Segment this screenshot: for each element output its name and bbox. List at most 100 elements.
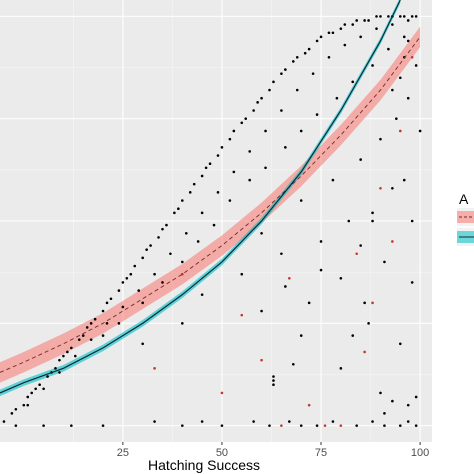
data-point-highlight [410,55,414,59]
data-point [406,19,410,22]
data-point [240,121,244,125]
data-point [288,420,291,423]
data-point [371,64,374,67]
data-point [371,211,374,215]
data-point [307,301,311,305]
data-point [117,322,121,325]
data-point [248,178,251,182]
data-point [299,424,303,427]
fit-lines [0,0,421,394]
data-point-highlight [220,391,224,395]
data-point [260,96,263,100]
fit-line-dashed [0,36,421,373]
x-axis-title: Hatching Success [148,457,260,473]
data-point [188,191,192,194]
data-point [101,424,105,427]
data-point [121,281,125,284]
data-point [74,354,77,358]
major-gridlines [0,0,432,442]
x-tick-label: 50 [216,447,228,459]
data-point [406,420,410,423]
data-point [260,231,263,235]
data-point [280,109,283,112]
data-point [391,23,394,26]
data-point [379,15,382,18]
data-point [216,154,220,157]
data-point [141,342,144,346]
data-point [129,272,133,276]
data-point-highlight [339,424,343,427]
data-point [181,260,184,264]
data-point [264,166,267,170]
data-point [117,289,121,292]
data-point [58,358,61,362]
data-point [367,322,370,325]
data-point [343,23,347,26]
data-point [200,420,204,423]
data-point [363,19,366,22]
data-point [256,101,259,104]
data-point [260,309,263,313]
data-point [272,383,275,387]
data-point [359,244,362,247]
data-point [295,88,299,92]
data-point [327,55,331,59]
data-point [133,264,137,268]
data-point [303,51,307,55]
data-points [2,15,422,427]
data-point [343,43,347,47]
data-point [153,272,156,276]
data-point-highlight [363,350,366,354]
data-point [252,420,255,423]
legend-title: A [459,191,469,207]
data-point [414,64,418,67]
data-point [284,146,287,149]
data-point [161,227,164,231]
x-axis-ticks: 25 50 75 100 [117,442,429,459]
data-point [406,96,410,100]
data-point [264,129,267,133]
data-point [30,391,34,395]
data-point [93,317,97,321]
data-point [359,158,362,161]
data-point [402,15,406,18]
x-tick-label: 100 [411,447,429,459]
data-point [387,15,390,18]
data-point [272,375,275,378]
data-point [89,322,93,325]
data-point [10,412,14,415]
data-point [26,395,30,399]
data-point [244,117,248,120]
data-point [14,424,18,427]
data-point [105,301,109,305]
data-point [398,76,402,80]
data-point [196,240,200,243]
data-point [331,31,335,35]
data-point [252,109,255,112]
x-tick-label: 25 [117,447,129,459]
data-point [379,137,382,141]
data-point [192,182,196,186]
data-point [367,19,370,22]
data-point [371,219,374,223]
data-point [248,150,251,153]
data-point [58,371,61,374]
data-point [105,322,109,325]
data-point [398,424,402,427]
data-point [291,362,295,366]
data-point [220,424,224,427]
data-point [46,375,49,378]
data-point [232,129,236,133]
data-point [85,326,89,329]
data-point [351,23,355,26]
data-point [38,383,41,387]
data-point [395,117,398,120]
data-point [141,301,144,305]
data-point [284,68,287,71]
data-point [181,199,184,202]
data-point [339,276,343,280]
data-point [347,219,351,223]
data-point [81,334,85,337]
data-point [339,27,343,30]
